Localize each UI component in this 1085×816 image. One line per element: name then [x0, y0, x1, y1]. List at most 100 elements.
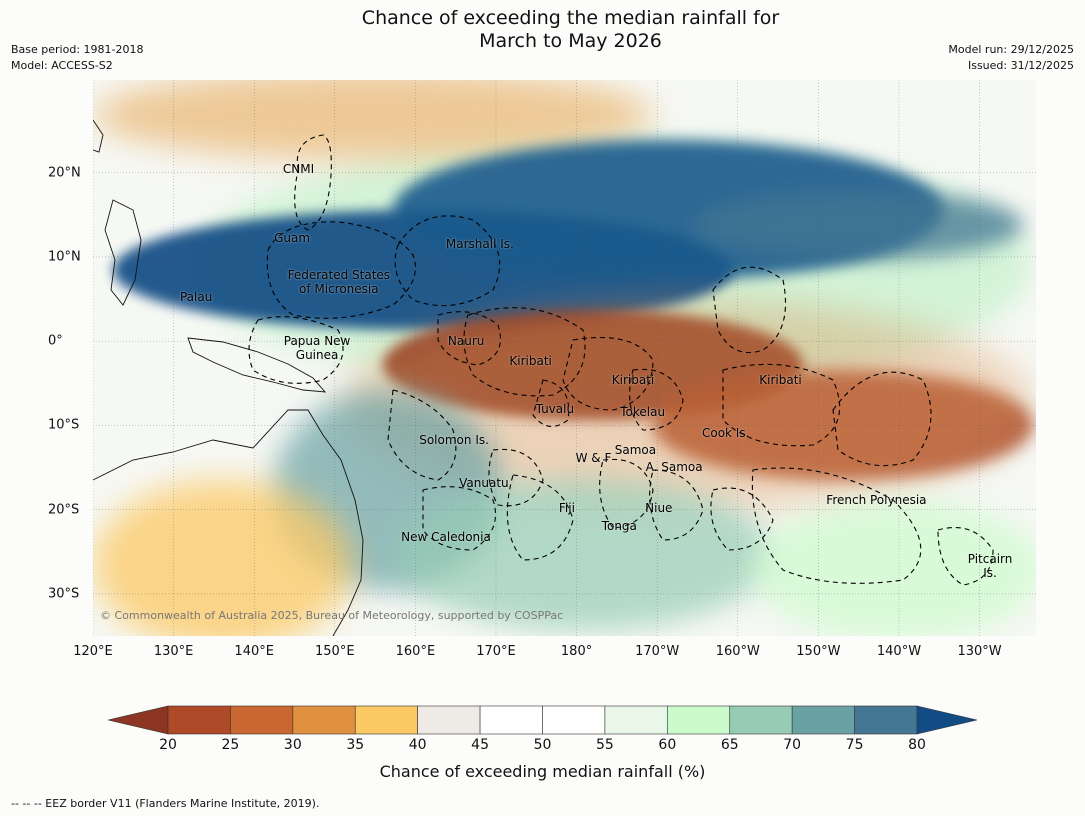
field-mid-south-2 [393, 480, 773, 630]
x-tick-label: 130°E [153, 644, 194, 659]
colorbar-over-arrow [916, 705, 978, 735]
region-label: Niue [645, 500, 673, 515]
region-label: Samoa [614, 442, 657, 457]
eez-border-12 [387, 389, 457, 481]
base-period: Base period: 1981-2018 [11, 43, 144, 56]
eez-border-16 [599, 458, 654, 529]
region-label: Kiribati [611, 372, 655, 387]
region-label: Fiji [558, 500, 575, 515]
colorbar-segment [292, 705, 356, 735]
eez-border-8 [629, 368, 684, 431]
coast-new-guinea [187, 337, 327, 393]
issued-date: Issued: 31/12/2025 [967, 59, 1074, 72]
eez-border-18 [710, 487, 774, 551]
region-label: A. Samoa [645, 459, 703, 474]
colorbar-segment [667, 705, 731, 735]
x-tick-label: 160°E [395, 644, 436, 659]
colorbar-tick-label: 40 [408, 737, 427, 753]
colorbar-tick-label: 30 [283, 737, 302, 753]
colorbar-tick-label: 70 [783, 737, 802, 753]
colorbar-segment [542, 705, 606, 735]
region-label: Cook Is. [701, 425, 750, 440]
region-label: Guam [274, 230, 311, 245]
chart-title: Chance of exceeding the median rainfall … [0, 7, 1085, 53]
eez-border-3 [248, 316, 344, 384]
region-label: Palau [179, 290, 213, 305]
eez-border-20 [937, 526, 994, 586]
colorbar-tick-label: 35 [346, 737, 365, 753]
region-label: New Caledonia [401, 529, 491, 544]
colorbar-under-arrow [107, 705, 169, 735]
region-label: Vanuatu [459, 475, 509, 490]
colorbar-segment [417, 705, 481, 735]
title-line-1: Chance of exceeding the median rainfall … [361, 7, 780, 29]
colorbar-segment [604, 705, 668, 735]
eez-border-9 [712, 266, 786, 354]
x-tick-label: 140°E [234, 644, 274, 659]
region-label: Federated States of Micronesia [287, 268, 391, 297]
x-tick-label: 150°W [796, 644, 841, 659]
colorbar-label: Chance of exceeding median rainfall (%) [379, 762, 706, 781]
eez-border-14 [488, 448, 544, 507]
region-label: Marshall Is. [445, 237, 514, 252]
x-tick-label: 130°W [957, 644, 1002, 659]
eez-border-0 [294, 134, 332, 231]
eez-border-2 [394, 215, 501, 307]
region-label: Tokelau [620, 404, 666, 419]
colorbar-tick-label: 60 [658, 737, 677, 753]
eez-border-19 [751, 467, 922, 584]
colorbar-segment [354, 705, 418, 735]
eez-border-13 [422, 486, 497, 551]
map-overlay [93, 80, 1036, 636]
colorbar-tick-label: 65 [720, 737, 739, 753]
x-tick-label: 160°W [715, 644, 760, 659]
colorbar-tick-label: 55 [595, 737, 614, 753]
region-label: French Polynesia [826, 493, 927, 508]
colorbar-tick-label: 20 [159, 737, 177, 753]
title-line-2: March to May 2026 [479, 30, 662, 52]
colorbar-segment [230, 705, 294, 735]
region-label: Tonga [601, 518, 637, 533]
region-label: W & F [575, 451, 612, 466]
colorbar-segment [854, 705, 918, 735]
colorbar-segment [729, 705, 793, 735]
eez-border-5 [463, 307, 586, 397]
copyright-notice: © Commonwealth of Australia 2025, Bureau… [100, 609, 564, 622]
y-tick-label: 20°S [48, 502, 80, 518]
y-tick-label: 0° [48, 333, 63, 349]
eez-border-15 [506, 474, 574, 561]
region-label: Pitcairn Is. [967, 552, 1013, 581]
colorbar-tick-label: 50 [533, 737, 552, 753]
colorbar-segment [167, 705, 231, 735]
field-dry-band-2 [653, 370, 1033, 480]
x-tick-label: 120°E [73, 644, 113, 659]
model-name: Model: ACCESS-S2 [11, 59, 113, 72]
colorbar-tick-label: 45 [471, 737, 489, 753]
coast-taiwan [93, 119, 104, 153]
colorbar [107, 705, 978, 735]
model-run: Model run: 29/12/2025 [948, 43, 1074, 56]
field-orange-southwest [93, 480, 353, 636]
meta-left: Base period: 1981-2018 Model: ACCESS-S2 [11, 42, 143, 74]
colorbar-tick-label: 75 [845, 737, 864, 753]
field-wet-band-3 [693, 190, 1023, 260]
eez-border-4 [437, 311, 502, 366]
eez-legend-note: -- -- -- EEZ border V11 (Flanders Marine… [11, 797, 320, 810]
x-tick-label: 180° [560, 644, 593, 659]
x-tick-label: 170°W [635, 644, 680, 659]
eez-border-7 [532, 379, 570, 427]
region-label: Kiribati [509, 354, 552, 369]
region-label: Solomon Is. [419, 432, 489, 447]
eez-border-6 [562, 337, 654, 411]
colorbar-segment [791, 705, 855, 735]
colorbar-tick-label: 25 [221, 737, 240, 753]
coast-australia [93, 409, 364, 636]
region-label: Kiribati [759, 372, 802, 387]
meta-right: Model run: 29/12/2025 Issued: 31/12/2025 [948, 42, 1074, 74]
y-tick-label: 10°N [48, 249, 81, 265]
colorbar-tick-label: 80 [908, 737, 926, 753]
eez-border-1 [266, 221, 417, 319]
rainfall-map [93, 80, 1036, 636]
region-label: Tuvalu [535, 402, 575, 417]
region-label: Nauru [447, 334, 485, 349]
